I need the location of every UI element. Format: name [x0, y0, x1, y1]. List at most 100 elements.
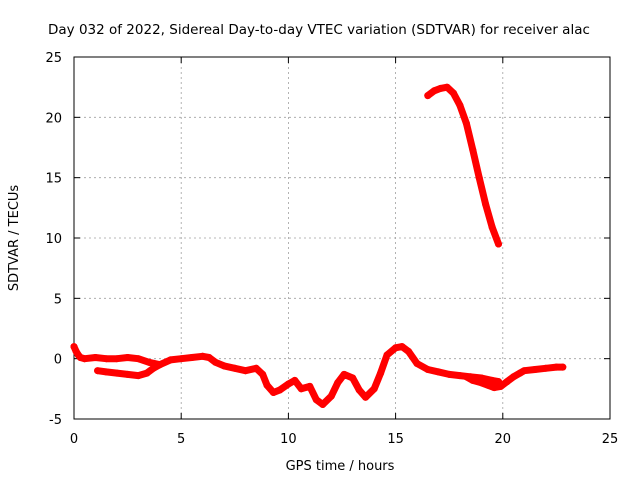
data-point [284, 380, 292, 388]
data-point [477, 379, 485, 387]
data-point [482, 200, 490, 208]
data-point [462, 373, 470, 381]
data-point [327, 392, 335, 400]
y-tick-label: 10 [45, 232, 62, 247]
data-point [124, 370, 132, 378]
grid-layer [74, 57, 610, 419]
data-point [398, 343, 406, 351]
y-tick-label: 25 [45, 51, 62, 66]
data-point [276, 386, 284, 394]
x-tick-label: 10 [280, 432, 297, 447]
data-point [488, 376, 496, 384]
data-point [143, 369, 151, 377]
data-point [149, 364, 157, 372]
data-point [231, 364, 239, 372]
data-point [503, 378, 511, 386]
data-point [334, 379, 342, 387]
data-point [488, 223, 496, 231]
data-point [349, 374, 357, 382]
data-point [113, 369, 121, 377]
series-satellite-track-c [462, 363, 567, 392]
data-point [469, 146, 477, 154]
data-point [252, 364, 260, 372]
data-point [312, 396, 320, 404]
y-axis-label: SDTVAR / TECUs [7, 185, 22, 292]
data-point [199, 352, 207, 360]
data-point [91, 354, 99, 361]
series-line [424, 83, 502, 248]
data-point [443, 83, 451, 91]
data-point [102, 368, 110, 376]
data-point [362, 393, 370, 401]
data-point [495, 240, 502, 248]
y-tick-label: 0 [54, 353, 62, 368]
data-point [435, 368, 442, 376]
data-point [462, 119, 470, 127]
data-point [445, 370, 453, 378]
data-point [510, 373, 517, 381]
data-point [167, 356, 174, 364]
data-point [469, 376, 477, 384]
series-satellite-track-a [70, 343, 502, 408]
data-point [377, 369, 385, 377]
x-axis-label: GPS time / hours [286, 459, 395, 474]
data-point [102, 355, 110, 363]
data-point [94, 367, 102, 375]
data-point [370, 385, 378, 393]
data-point [430, 87, 438, 95]
data-point [520, 367, 528, 375]
ticks-layer: 0 5 10 15 20 25 -5 0 5 10 15 20 25 [45, 51, 618, 447]
data-point [497, 382, 505, 390]
data-point [291, 376, 299, 384]
data-point [319, 401, 327, 408]
y-tick-label: 5 [54, 292, 62, 307]
data-point [424, 92, 432, 100]
data-point [424, 366, 432, 373]
data-point [450, 89, 457, 97]
data-point [405, 347, 412, 355]
data-point [269, 389, 277, 396]
y-tick-label: 20 [45, 111, 62, 126]
data-point [490, 384, 498, 392]
data-point [134, 355, 142, 363]
data-point [113, 355, 121, 363]
data-point [145, 358, 153, 366]
data-point [124, 354, 132, 361]
data-point [306, 382, 314, 390]
data-point [188, 354, 196, 361]
data-point [134, 372, 142, 380]
series-satellite-track-b [94, 361, 164, 380]
chart-title: Day 032 of 2022, Sidereal Day-to-day VTE… [48, 22, 590, 38]
data-point [297, 385, 305, 393]
y-tick-label: -5 [49, 413, 62, 428]
y-tick-label: 15 [45, 172, 62, 187]
data-point [156, 361, 164, 369]
data-point [383, 351, 391, 359]
x-tick-label: 20 [495, 432, 512, 447]
data-point [177, 355, 185, 363]
x-tick-label: 25 [602, 432, 619, 447]
data-point [456, 372, 464, 380]
data-point [81, 355, 89, 363]
data-point [437, 84, 445, 92]
series-satellite-track-d [424, 83, 502, 248]
data-point [259, 370, 267, 378]
data-point [413, 360, 421, 367]
data-point [340, 370, 348, 378]
data-point [552, 363, 560, 371]
data-point [542, 364, 550, 372]
data-point [220, 362, 228, 370]
x-tick-label: 5 [177, 432, 185, 447]
data-point [456, 101, 464, 109]
series-layer [70, 83, 567, 408]
data-point [475, 174, 483, 182]
data-point [242, 367, 249, 375]
data-point [205, 354, 213, 361]
data-point [392, 344, 400, 352]
data-point [531, 366, 539, 373]
x-tick-label: 15 [387, 432, 404, 447]
data-point [263, 381, 271, 389]
data-point [355, 386, 363, 394]
